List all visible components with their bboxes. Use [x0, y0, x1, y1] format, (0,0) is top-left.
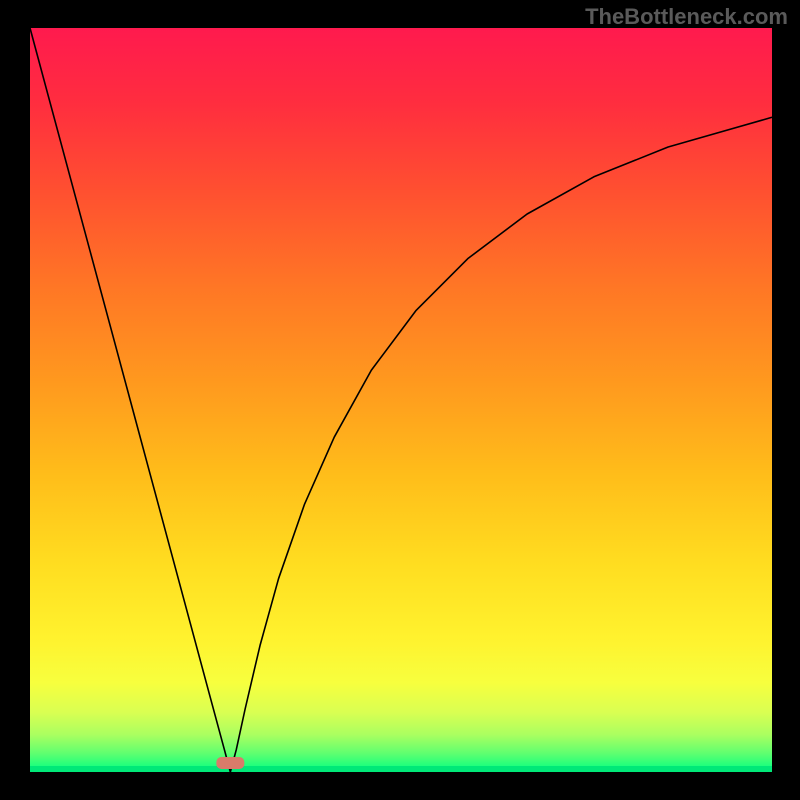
bottleneck-curve-chart	[0, 0, 800, 800]
bottom-green-bar	[30, 766, 772, 772]
minimum-marker	[216, 757, 244, 769]
chart-container: TheBottleneck.com	[0, 0, 800, 800]
bottleneck-curve	[30, 28, 772, 772]
watermark-text: TheBottleneck.com	[585, 4, 788, 30]
